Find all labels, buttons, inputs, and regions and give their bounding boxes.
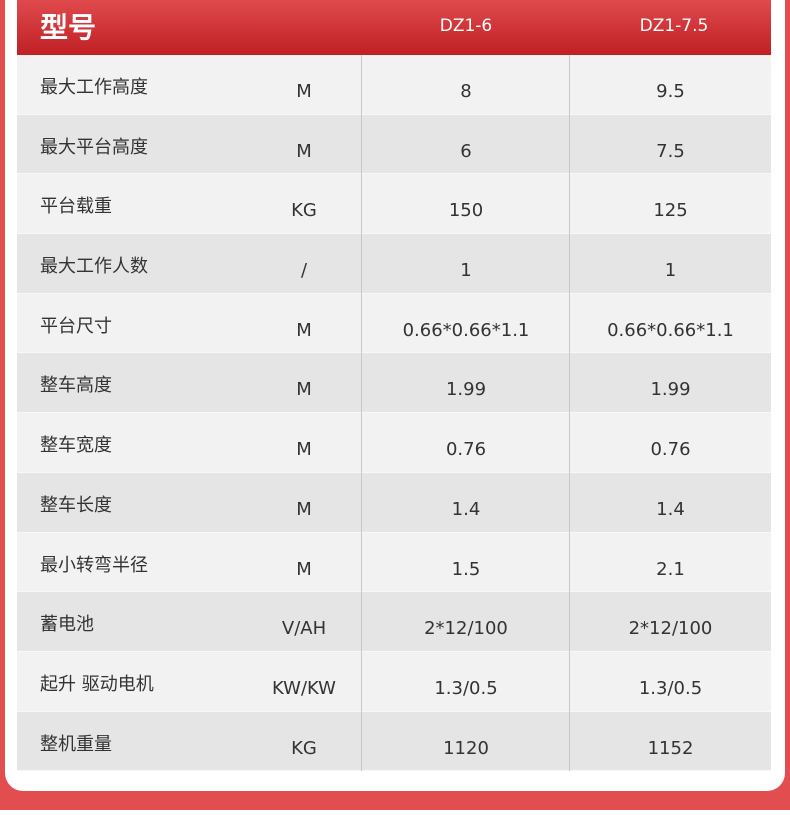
- value-dz1-7-5: 1.3/0.5: [638, 677, 703, 699]
- value-dz1-7-5: 1152: [647, 737, 694, 759]
- spec-label: 最大平台高度: [40, 136, 148, 158]
- spec-unit: M: [296, 498, 312, 520]
- value-dz1-7-5: 0.66*0.66*1.1: [607, 319, 734, 341]
- table-row: 整车长度 M 1.4 1.4: [17, 472, 771, 533]
- spec-unit: /: [300, 260, 308, 282]
- value-dz1-7-5: 1.4: [656, 498, 685, 520]
- value-dz1-7-5: 1.99: [650, 379, 691, 401]
- spec-label: 最小转弯半径: [40, 554, 148, 576]
- value-dz1-6: 1.5: [451, 558, 481, 580]
- spec-unit: M: [296, 140, 312, 162]
- value-dz1-7-5: 2.1: [656, 558, 685, 580]
- spec-unit: V/AH: [281, 618, 327, 640]
- spec-table: 型号 DZ1-6 DZ1-7.5 最大工作高度 M 8 9.5 最大平台高度 M 6 7.5 平…: [17, 0, 771, 772]
- table-row: 最大工作人数 / 1 1: [17, 234, 771, 294]
- value-dz1-7-5: 7.5: [656, 140, 685, 162]
- table-row: 最小转弯半径 M 1.5 2.1: [17, 532, 771, 593]
- table-header: 型号 DZ1-6 DZ1-7.5: [17, 0, 771, 55]
- spec-label: 整机重量: [40, 733, 112, 755]
- spec-unit: M: [296, 558, 312, 580]
- spec-unit: M: [296, 319, 312, 341]
- spec-unit: M: [296, 439, 312, 461]
- column-divider: [569, 55, 570, 771]
- header-title: 型号: [40, 11, 97, 44]
- spec-label: 整车宽度: [40, 435, 112, 457]
- value-dz1-7-5: 125: [653, 200, 688, 222]
- column-divider: [361, 55, 362, 771]
- model-dz1-6: DZ1-6: [439, 16, 493, 36]
- value-dz1-6: 1.99: [445, 379, 487, 401]
- spec-label: 整车长度: [40, 494, 112, 516]
- spec-label: 最大工作人数: [40, 256, 148, 278]
- value-dz1-6: 0.76: [445, 439, 487, 461]
- value-dz1-7-5: 0.76: [650, 439, 691, 461]
- table-row: 最大工作高度 M 8 9.5: [17, 55, 771, 115]
- value-dz1-6: 150: [448, 200, 484, 222]
- value-dz1-6: 2*12/100: [424, 618, 508, 640]
- value-dz1-6: 1: [460, 260, 472, 282]
- table-row: 整车高度 M 1.99 1.99: [17, 353, 771, 414]
- value-dz1-6: 1.3/0.5: [434, 677, 498, 699]
- spec-label: 平台载重: [40, 196, 112, 218]
- spec-unit: KW/KW: [272, 677, 336, 699]
- spec-label: 整车高度: [40, 375, 112, 397]
- value-dz1-6: 8: [460, 81, 472, 102]
- spec-label: 最大工作高度: [40, 77, 148, 98]
- table-row: 平台尺寸 M 0.66*0.66*1.1 0.66*0.66*1.1: [17, 293, 771, 354]
- table-row: 起升 驱动电机 KW/KW 1.3/0.5 1.3/0.5: [17, 651, 771, 712]
- table-row: 最大平台高度 M 6 7.5: [17, 114, 771, 175]
- value-dz1-6: 0.66*0.66*1.1: [402, 319, 530, 341]
- spec-unit: M: [296, 81, 312, 102]
- table-row: 蓄电池 V/AH 2*12/100 2*12/100: [17, 592, 771, 652]
- table-row: 整机重量 KG 1120 1152: [17, 711, 771, 772]
- value-dz1-6: 1120: [443, 737, 489, 759]
- spec-label: 蓄电池: [40, 614, 94, 636]
- value-dz1-7-5: 1: [664, 260, 677, 282]
- value-dz1-6: 6: [460, 140, 472, 162]
- model-dz1-7-5: DZ1-7.5: [639, 16, 709, 36]
- spec-unit: M: [296, 379, 312, 401]
- value-dz1-6: 1.4: [451, 498, 481, 520]
- spec-unit: KG: [291, 200, 317, 222]
- table-row: 整车宽度 M 0.76 0.76: [17, 413, 771, 473]
- spec-label: 起升 驱动电机: [40, 673, 154, 695]
- value-dz1-7-5: 9.5: [656, 81, 685, 102]
- spec-unit: KG: [291, 737, 317, 759]
- spec-label: 平台尺寸: [40, 315, 112, 337]
- table-row: 平台载重 KG 150 125: [17, 174, 771, 235]
- value-dz1-7-5: 2*12/100: [628, 618, 713, 640]
